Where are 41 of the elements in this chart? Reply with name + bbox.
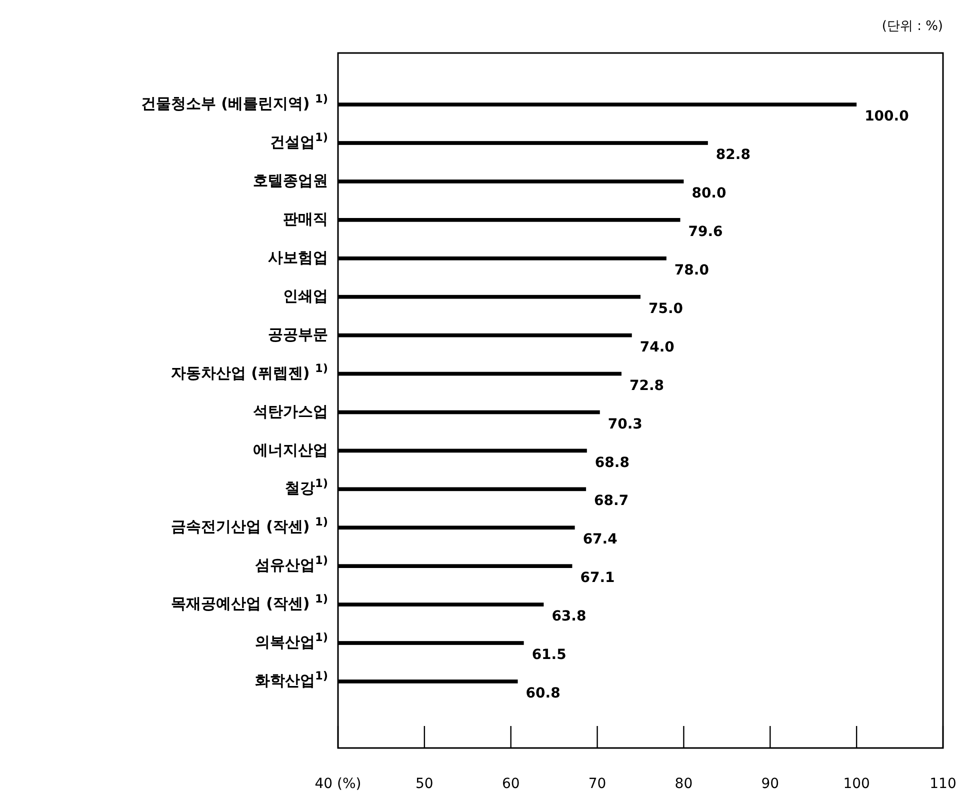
data-label: 100.0 — [864, 108, 910, 125]
y-tick-label: 건설업$^{1)}$ — [270, 130, 328, 152]
x-tick-label: 50 — [416, 776, 434, 792]
data-label: 63.8 — [552, 608, 586, 625]
x-tick-label: 40 (%) — [314, 776, 362, 792]
x-tick-label: 80 — [674, 776, 693, 792]
data-label: 72.8 — [629, 378, 664, 394]
data-label: 75.0 — [648, 300, 684, 317]
x-tick-label: 70 — [588, 776, 606, 792]
y-tick-label: 금속전기산업 (작센) $^{1)}$ — [170, 515, 328, 536]
y-tick-label: 자동차산업 (퓌렙젠) $^{1)}$ — [170, 361, 328, 382]
y-tick-label: 호텔종업원 — [253, 172, 328, 190]
y-tick-label: 인쇄업 — [283, 286, 328, 305]
y-tick-label: 공공부문 — [268, 325, 328, 344]
x-tick-label: 110 — [930, 776, 956, 792]
y-tick-label: 석탄가스업 — [253, 402, 328, 420]
data-label: 82.8 — [716, 147, 750, 164]
data-label: 60.8 — [526, 686, 560, 702]
data-label: 67.1 — [580, 570, 615, 586]
y-tick-label: 섬유산업$^{1)}$ — [255, 554, 328, 574]
y-tick-label: 철강$^{1)}$ — [285, 476, 328, 498]
data-label: 68.7 — [594, 493, 629, 510]
data-label: 80.0 — [692, 186, 727, 202]
data-label: 74.0 — [640, 339, 675, 356]
y-tick-label: 목재공예산업 (작센) $^{1)}$ — [170, 592, 328, 613]
data-label: 78.0 — [674, 262, 710, 278]
y-tick-label: 판매직 — [283, 210, 328, 228]
x-tick-label: 90 — [761, 776, 780, 792]
data-label: 68.8 — [594, 454, 630, 471]
data-label: 79.6 — [688, 224, 723, 240]
y-tick-label: 의복산업$^{1)}$ — [255, 630, 328, 652]
y-tick-label: 화학산업$^{1)}$ — [255, 669, 328, 690]
x-tick-label: 60 — [502, 776, 520, 792]
y-tick-label: 사보험업 — [268, 248, 328, 266]
data-label: 70.3 — [608, 416, 642, 432]
y-tick-label: 건물청소부 (베를린지역) $^{1)}$ — [140, 92, 328, 113]
data-label: 61.5 — [532, 647, 566, 664]
text: (단위 : %) — [882, 19, 943, 34]
x-tick-label: 100 — [843, 776, 870, 792]
y-tick-label: 에너지산업 — [253, 440, 328, 459]
data-label: 67.4 — [582, 532, 618, 548]
